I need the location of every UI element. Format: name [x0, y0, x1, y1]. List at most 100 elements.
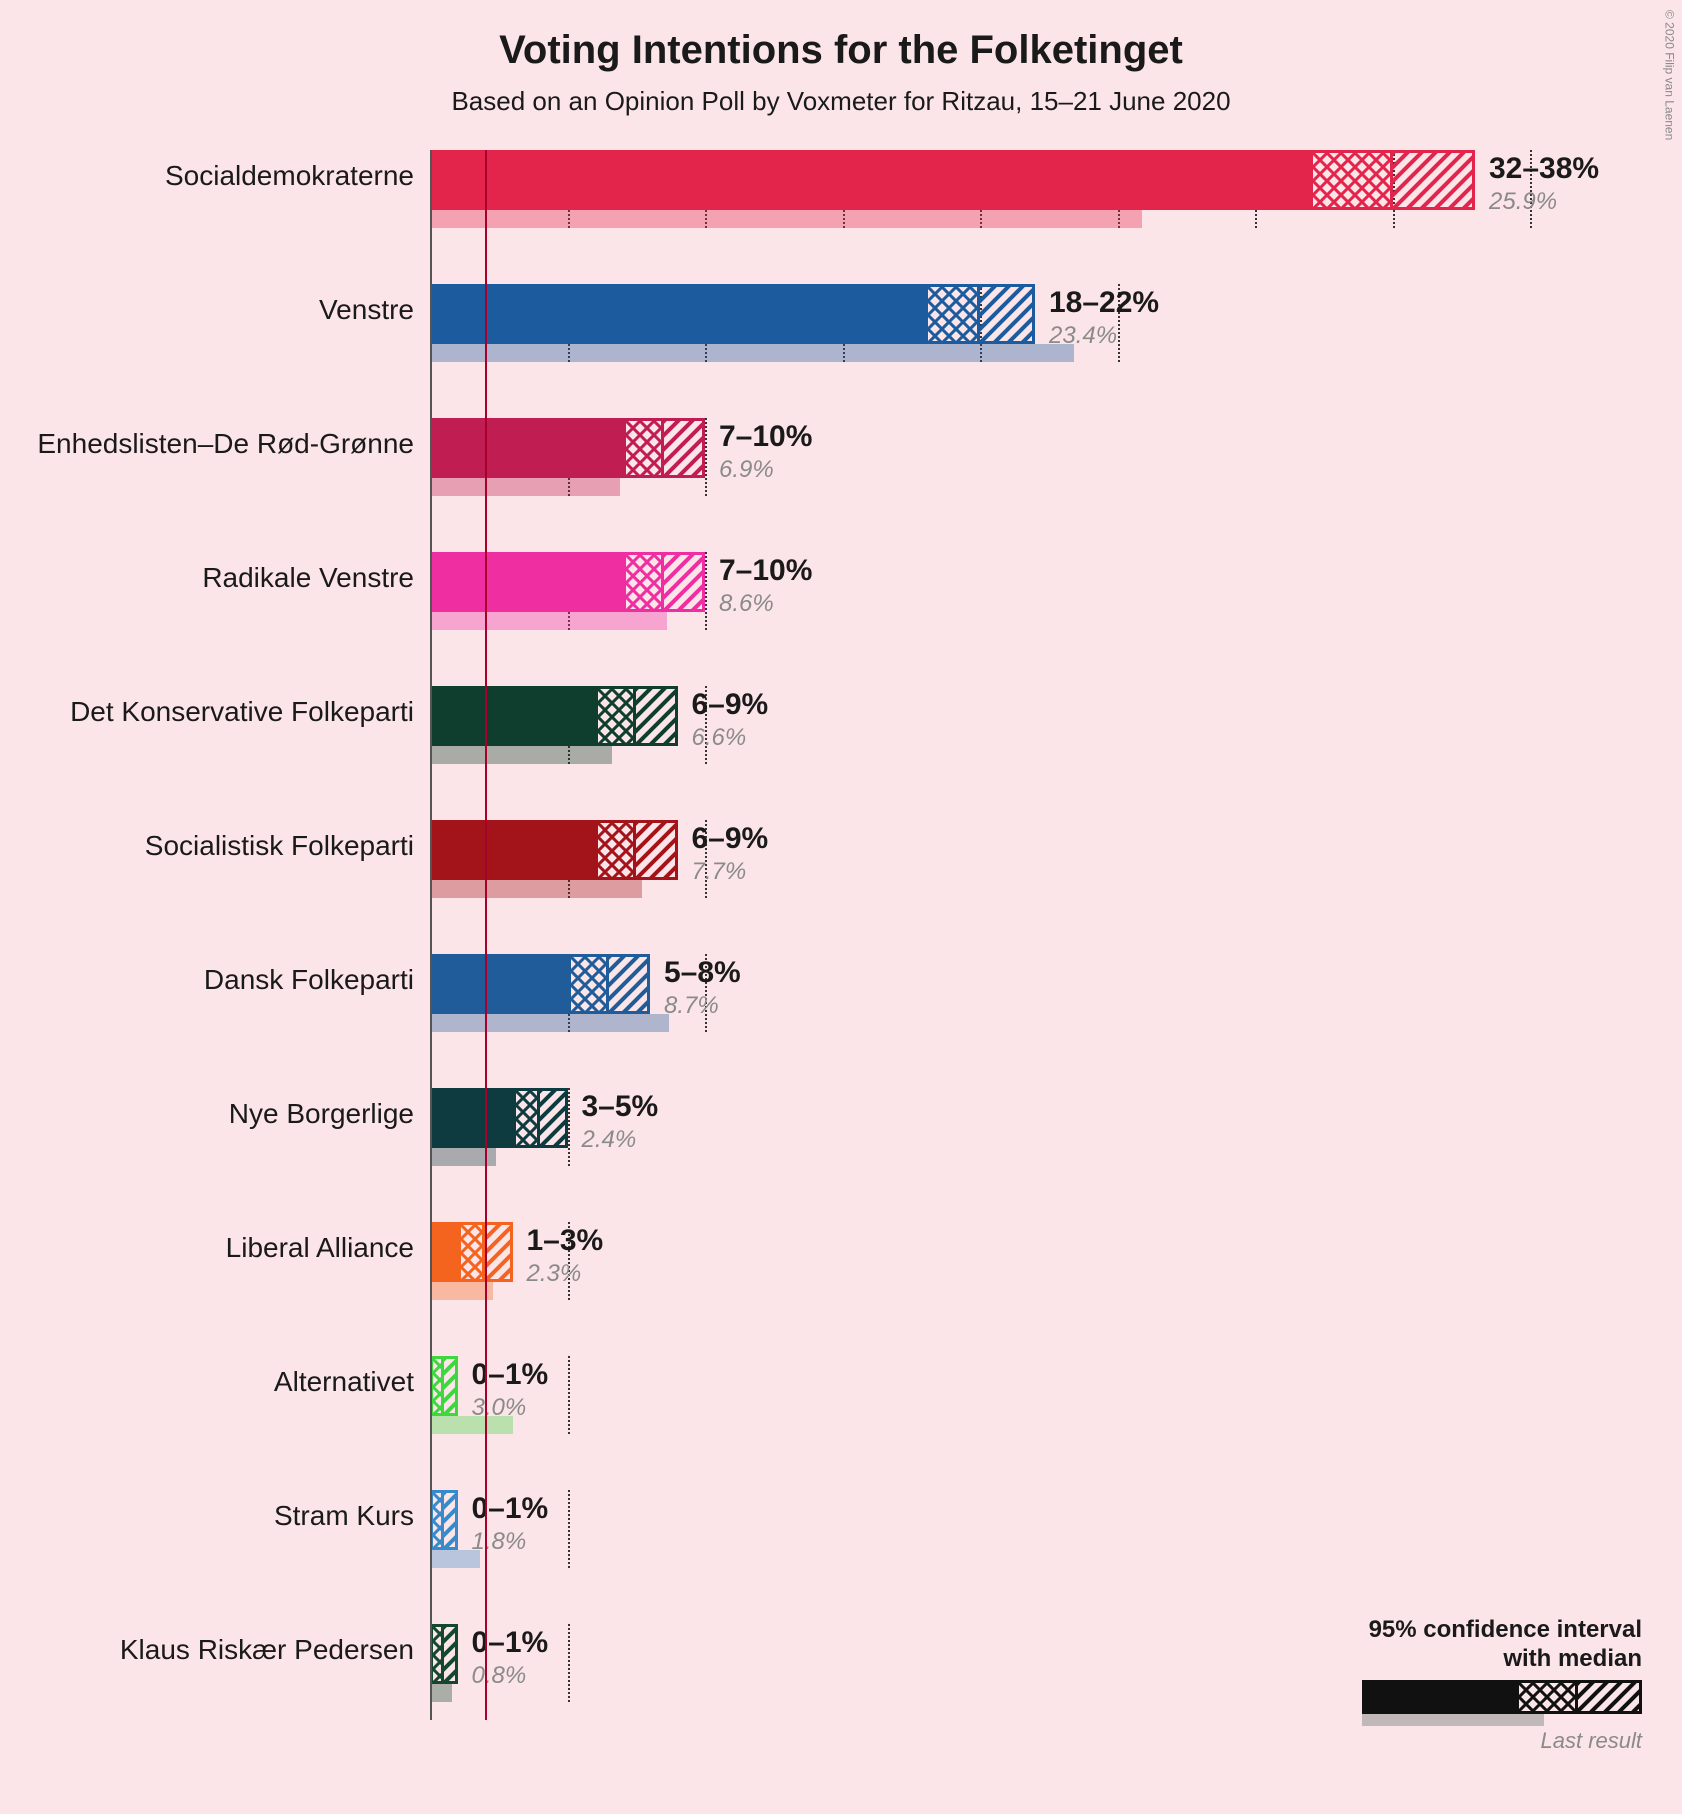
bar-row: Liberal Alliance1–3%2.3% [430, 1222, 1530, 1318]
gridline [705, 552, 707, 630]
value-range: 0–1% [472, 1492, 549, 1526]
last-result-bar [430, 1014, 669, 1032]
value-range: 6–9% [692, 822, 769, 856]
party-label: Socialdemokraterne [165, 160, 414, 192]
ci-low-to-median-segment [430, 1490, 444, 1550]
last-result-bar [430, 746, 612, 764]
confidence-bar [430, 552, 705, 612]
bar-row: Det Konservative Folkeparti6–9%6.6% [430, 686, 1530, 782]
ci-median-to-high-segment [664, 418, 705, 478]
last-result-bar [430, 880, 642, 898]
ci-low-segment [430, 954, 568, 1014]
value-last-result: 8.6% [719, 590, 774, 618]
ci-low-to-median-segment [623, 418, 664, 478]
legend-last-result-label: Last result [1362, 1728, 1642, 1754]
ci-low-to-median-segment [1310, 150, 1393, 210]
value-range: 0–1% [472, 1626, 549, 1660]
ci-median-to-high-segment [444, 1490, 458, 1550]
party-label: Venstre [319, 294, 414, 326]
confidence-bar [430, 954, 650, 1014]
value-last-result: 0.8% [472, 1662, 527, 1690]
party-label: Enhedslisten–De Rød-Grønne [37, 428, 414, 460]
bar-row: Socialdemokraterne32–38%25.9% [430, 150, 1530, 246]
bar-row: Radikale Venstre7–10%8.6% [430, 552, 1530, 648]
last-result-bar [430, 478, 620, 496]
value-range: 3–5% [582, 1090, 659, 1124]
last-result-bar [430, 1684, 452, 1702]
ci-low-segment [430, 150, 1310, 210]
ci-median-to-high-segment [636, 820, 677, 880]
ci-low-to-median-segment [513, 1088, 541, 1148]
ci-median-to-high-segment [636, 686, 677, 746]
legend-ci-low-segment [1362, 1680, 1516, 1714]
ci-low-segment [430, 1088, 513, 1148]
value-last-result: 3.0% [472, 1394, 527, 1422]
ci-low-segment [430, 418, 623, 478]
page: © 2020 Filip van Laenen Voting Intention… [0, 0, 1682, 1814]
value-last-result: 2.3% [527, 1260, 582, 1288]
ci-low-to-median-segment [430, 1356, 444, 1416]
legend-title-line1: 95% confidence interval [1369, 1616, 1642, 1643]
party-label: Nye Borgerlige [229, 1098, 414, 1130]
gridline [568, 1490, 570, 1568]
ci-median-to-high-segment [980, 284, 1035, 344]
ci-low-segment [430, 552, 623, 612]
value-last-result: 8.7% [664, 992, 719, 1020]
gridline [705, 418, 707, 496]
value-range: 1–3% [527, 1224, 604, 1258]
party-label: Stram Kurs [274, 1500, 414, 1532]
ci-low-segment [430, 820, 595, 880]
ci-median-to-high-segment [540, 1088, 568, 1148]
ci-median-to-high-segment [485, 1222, 513, 1282]
bar-row: Socialistisk Folkeparti6–9%7.7% [430, 820, 1530, 916]
ci-low-to-median-segment [430, 1624, 444, 1684]
value-last-result: 7.7% [692, 858, 747, 886]
ci-low-segment [430, 686, 595, 746]
confidence-bar [430, 150, 1475, 210]
ci-low-segment [430, 1222, 458, 1282]
confidence-bar [430, 1624, 458, 1684]
threshold-line [485, 150, 487, 1720]
chart-title: Voting Intentions for the Folketinget [0, 28, 1682, 73]
confidence-bar [430, 1222, 513, 1282]
confidence-bar [430, 686, 678, 746]
value-range: 18–22% [1049, 286, 1159, 320]
value-range: 7–10% [719, 554, 812, 588]
party-label: Socialistisk Folkeparti [145, 830, 414, 862]
legend-bar [1362, 1680, 1642, 1726]
gridline [568, 1088, 570, 1166]
value-last-result: 6.9% [719, 456, 774, 484]
last-result-bar [430, 344, 1074, 362]
legend-last-result-bar [1362, 1714, 1544, 1726]
value-range: 5–8% [664, 956, 741, 990]
value-last-result: 2.4% [582, 1126, 637, 1154]
confidence-bar [430, 820, 678, 880]
ci-median-to-high-segment [444, 1356, 458, 1416]
value-range: 7–10% [719, 420, 812, 454]
value-last-result: 23.4% [1049, 322, 1117, 350]
ci-median-to-high-segment [1393, 150, 1476, 210]
bar-row: Enhedslisten–De Rød-Grønne7–10%6.9% [430, 418, 1530, 514]
confidence-bar [430, 1356, 458, 1416]
bar-row: Nye Borgerlige3–5%2.4% [430, 1088, 1530, 1184]
party-label: Liberal Alliance [226, 1232, 414, 1264]
party-label: Det Konservative Folkeparti [70, 696, 414, 728]
legend-ci-median-to-high-segment [1578, 1680, 1642, 1714]
bar-row: Stram Kurs0–1%1.8% [430, 1490, 1530, 1586]
chart-subtitle: Based on an Opinion Poll by Voxmeter for… [0, 86, 1682, 117]
value-last-result: 6.6% [692, 724, 747, 752]
value-range: 0–1% [472, 1358, 549, 1392]
confidence-bar [430, 418, 705, 478]
gridline [568, 1624, 570, 1702]
confidence-bar [430, 284, 1035, 344]
last-result-bar [430, 210, 1142, 228]
gridline [568, 1356, 570, 1434]
ci-median-to-high-segment [444, 1624, 458, 1684]
value-last-result: 25.9% [1489, 188, 1557, 216]
ci-median-to-high-segment [664, 552, 705, 612]
legend: 95% confidence interval with median Last… [1362, 1616, 1642, 1754]
bar-row: Venstre18–22%23.4% [430, 284, 1530, 380]
ci-low-to-median-segment [568, 954, 609, 1014]
ci-median-to-high-segment [609, 954, 650, 1014]
ci-low-to-median-segment [925, 284, 980, 344]
